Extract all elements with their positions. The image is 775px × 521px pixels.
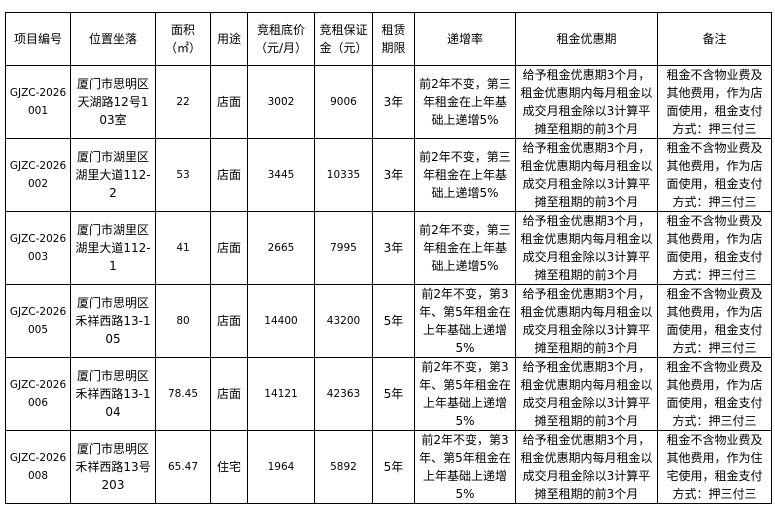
column-header-remark: 备注	[657, 12, 772, 66]
cell-discount: 给予租金优惠期3个月，租金优惠期内每月租金以成交月租金除以3计算平摊至租期的前3…	[515, 138, 658, 212]
column-header-increase: 递增率	[414, 12, 516, 66]
cell-term: 3年	[372, 211, 415, 285]
cell-use: 店面	[210, 357, 248, 431]
table-row: GJZC-2026003 厦门市湖里区湖里大道112-1 41 店面 2665 7995 3…	[5, 211, 772, 285]
cell-area: 65.47	[155, 430, 211, 504]
cell-area: 80	[155, 284, 211, 358]
cell-increase: 前2年不变，第3年、第5年租金在上年基础上递增5%	[414, 284, 516, 358]
rental-listing-table: 项目编号 位置坐落 面积（㎡） 用途 竞租底价（元/月） 竞租保证金（元） 租赁期限 递增率租…	[5, 12, 772, 504]
cell-id: GJZC-2026003	[5, 211, 71, 285]
cell-term: 5年	[372, 284, 415, 358]
table-row: GJZC-2026002 厦门市湖里区湖里大道112-2 53 店面 3445 10335…	[5, 138, 772, 212]
table-row: GJZC-2026008 厦门市思明区禾祥西路13号203 65.47 住宅 1964 5…	[5, 430, 772, 504]
table-row: GJZC-2026006 厦门市思明区禾祥西路13-104 78.45 店面 14121…	[5, 357, 772, 431]
cell-increase: 前2年不变，第3年、第5年租金在上年基础上递增5%	[414, 357, 516, 431]
column-header-location: 位置坐落	[70, 12, 156, 66]
cell-use: 店面	[210, 284, 248, 358]
cell-discount: 给予租金优惠期3个月，租金优惠期内每月租金以成交月租金除以3计算平摊至租期的前3…	[515, 430, 658, 504]
cell-discount: 给予租金优惠期3个月，租金优惠期内每月租金以成交月租金除以3计算平摊至租期的前3…	[515, 211, 658, 285]
cell-deposit: 43200	[314, 284, 373, 358]
column-header-discount: 租金优惠期	[515, 12, 658, 66]
cell-base-price: 14121	[247, 357, 315, 431]
cell-use: 店面	[210, 211, 248, 285]
cell-discount: 给予租金优惠期3个月，租金优惠期内每月租金以成交月租金除以3计算平摊至租期的前3…	[515, 284, 658, 358]
cell-increase: 前2年不变，第三年租金在上年基础上递增5%	[414, 138, 516, 212]
cell-id: GJZC-2026005	[5, 284, 71, 358]
cell-deposit: 5892	[314, 430, 373, 504]
cell-use: 住宅	[210, 430, 248, 504]
cell-increase: 前2年不变，第三年租金在上年基础上递增5%	[414, 211, 516, 285]
column-header-use: 用途	[210, 12, 248, 66]
column-header-id: 项目编号	[5, 12, 71, 66]
cell-location: 厦门市湖里区湖里大道112-1	[70, 211, 156, 285]
cell-discount: 给予租金优惠期3个月，租金优惠期内每月租金以成交月租金除以3计算平摊至租期的前3…	[515, 65, 658, 139]
cell-deposit: 7995	[314, 211, 373, 285]
cell-location: 厦门市思明区禾祥西路13号203	[70, 430, 156, 504]
cell-term: 5年	[372, 357, 415, 431]
column-header-term: 租赁期限	[372, 12, 415, 66]
cell-area: 53	[155, 138, 211, 212]
cell-id: GJZC-2026001	[5, 65, 71, 139]
cell-base-price: 1964	[247, 430, 315, 504]
column-header-deposit: 竞租保证金（元）	[314, 12, 373, 66]
cell-increase: 前2年不变，第3年、第5年租金在上年基础上递增5%	[414, 430, 516, 504]
cell-id: GJZC-2026002	[5, 138, 71, 212]
cell-base-price: 3002	[247, 65, 315, 139]
cell-term: 3年	[372, 65, 415, 139]
cell-increase: 前2年不变，第三年租金在上年基础上递增5%	[414, 65, 516, 139]
cell-term: 5年	[372, 430, 415, 504]
cell-discount: 给予租金优惠期3个月，租金优惠期内每月租金以成交月租金除以3计算平摊至租期的前3…	[515, 357, 658, 431]
cell-use: 店面	[210, 65, 248, 139]
cell-area: 78.45	[155, 357, 211, 431]
table-row: GJZC-2026001 厦门市思明区天湖路12号103室 22 店面 3002 9006…	[5, 65, 772, 139]
cell-location: 厦门市思明区禾祥西路13-105	[70, 284, 156, 358]
column-header-area: 面积（㎡）	[155, 12, 211, 66]
cell-deposit: 10335	[314, 138, 373, 212]
cell-base-price: 3445	[247, 138, 315, 212]
cell-location: 厦门市湖里区湖里大道112-2	[70, 138, 156, 212]
cell-area: 22	[155, 65, 211, 139]
cell-deposit: 9006	[314, 65, 373, 139]
cell-location: 厦门市思明区天湖路12号103室	[70, 65, 156, 139]
cell-location: 厦门市思明区禾祥西路13-104	[70, 357, 156, 431]
table-row: GJZC-2026005 厦门市思明区禾祥西路13-105 80 店面 14400 432…	[5, 284, 772, 358]
cell-use: 店面	[210, 138, 248, 212]
column-header-base-price: 竞租底价（元/月）	[247, 12, 315, 66]
header-row: 项目编号 位置坐落 面积（㎡） 用途 竞租底价（元/月） 竞租保证金（元） 租赁期限 递增率租…	[5, 12, 772, 66]
cell-remark: 租金不含物业费及其他费用，作为店面使用，租金支付方式：押三付三	[657, 138, 772, 212]
cell-area: 41	[155, 211, 211, 285]
cell-id: GJZC-2026008	[5, 430, 71, 504]
cell-remark: 租金不含物业费及其他费用，作为店面使用，租金支付方式：押三付三	[657, 357, 772, 431]
cell-remark: 租金不含物业费及其他费用，作为店面使用，租金支付方式：押三付三	[657, 65, 772, 139]
cell-base-price: 2665	[247, 211, 315, 285]
cell-remark: 租金不含物业费及其他费用，作为店面使用，租金支付方式：押三付三	[657, 284, 772, 358]
cell-base-price: 14400	[247, 284, 315, 358]
cell-deposit: 42363	[314, 357, 373, 431]
cell-remark: 租金不含物业费及其他费用，作为店面使用，租金支付方式：押三付三	[657, 211, 772, 285]
cell-term: 3年	[372, 138, 415, 212]
cell-id: GJZC-2026006	[5, 357, 71, 431]
cell-remark: 租金不含物业费及其他费用，作为住宅使用，租金支付方式：押三付三	[657, 430, 772, 504]
